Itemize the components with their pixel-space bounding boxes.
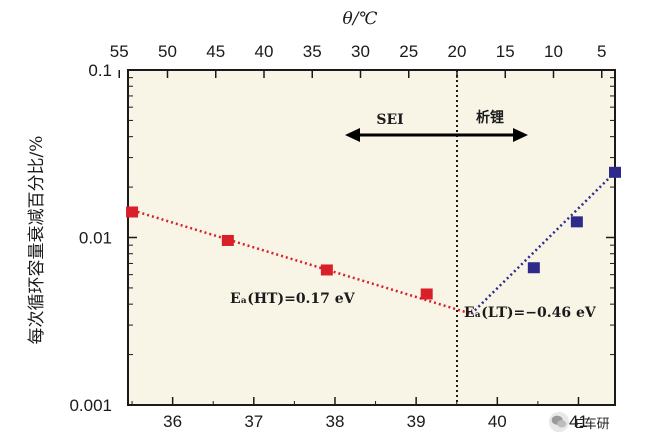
ticks: 36 37 38 39 40 41 55 50 45 40 35 30 25 20 15 10 5 0.001 0.… (69, 42, 615, 431)
ea-ht-annotation: Eₐ(HT)=0.17 eV (230, 291, 356, 307)
top-tick-label: 30 (351, 42, 370, 61)
top-tick-label: 45 (206, 42, 225, 61)
watermark: E车研 (548, 405, 640, 439)
top-tick-label: 5 (597, 42, 606, 61)
y-tick-label: 0.01 (79, 229, 112, 248)
lithium-plating-label: 析锂 (476, 109, 504, 126)
fit-lines (127, 171, 616, 316)
x-tick-label: 40 (488, 412, 507, 431)
y-axis-title: 每次循环容量衰减百分比/% (27, 136, 47, 345)
y-tick-label: 0.001 (69, 396, 112, 415)
x-tick-label: 38 (326, 412, 345, 431)
x-tick-label: 41 (569, 412, 588, 431)
y-tick-label: 0.1 (88, 61, 112, 80)
wechat-logo-icon (548, 411, 570, 433)
top-tick-label: 50 (158, 42, 177, 61)
fit-line-series-1 (470, 171, 616, 315)
top-tick-label: 35 (303, 42, 322, 61)
ea-lt-annotation: Eₐ(LT)=−0.46 eV (464, 305, 597, 321)
top-tick-label: 15 (496, 42, 515, 61)
sei-label: SEI (376, 112, 403, 128)
x-tick-label: 37 (244, 412, 263, 431)
data-points (126, 166, 621, 300)
data-point-series-0 (320, 264, 333, 276)
data-point-series-1 (570, 216, 583, 228)
data-point-series-1 (527, 262, 540, 274)
plot-area (127, 69, 616, 406)
region-arrow (345, 128, 528, 142)
data-point-series-0 (126, 206, 139, 218)
x-tick-label: 36 (163, 412, 182, 431)
data-point-series-0 (420, 288, 433, 300)
top-tick-label: 40 (255, 42, 274, 61)
data-point-series-0 (221, 234, 234, 246)
top-tick-label: 10 (544, 42, 563, 61)
watermark-text: E车研 (575, 415, 610, 431)
top-tick-label: 25 (399, 42, 418, 61)
top-tick-label: 20 (448, 42, 467, 61)
x-tick-label: 39 (407, 412, 426, 431)
top-axis-title: θ/℃ (343, 9, 378, 29)
top-tick-label: 55 (110, 42, 129, 61)
data-point-series-1 (609, 166, 621, 178)
